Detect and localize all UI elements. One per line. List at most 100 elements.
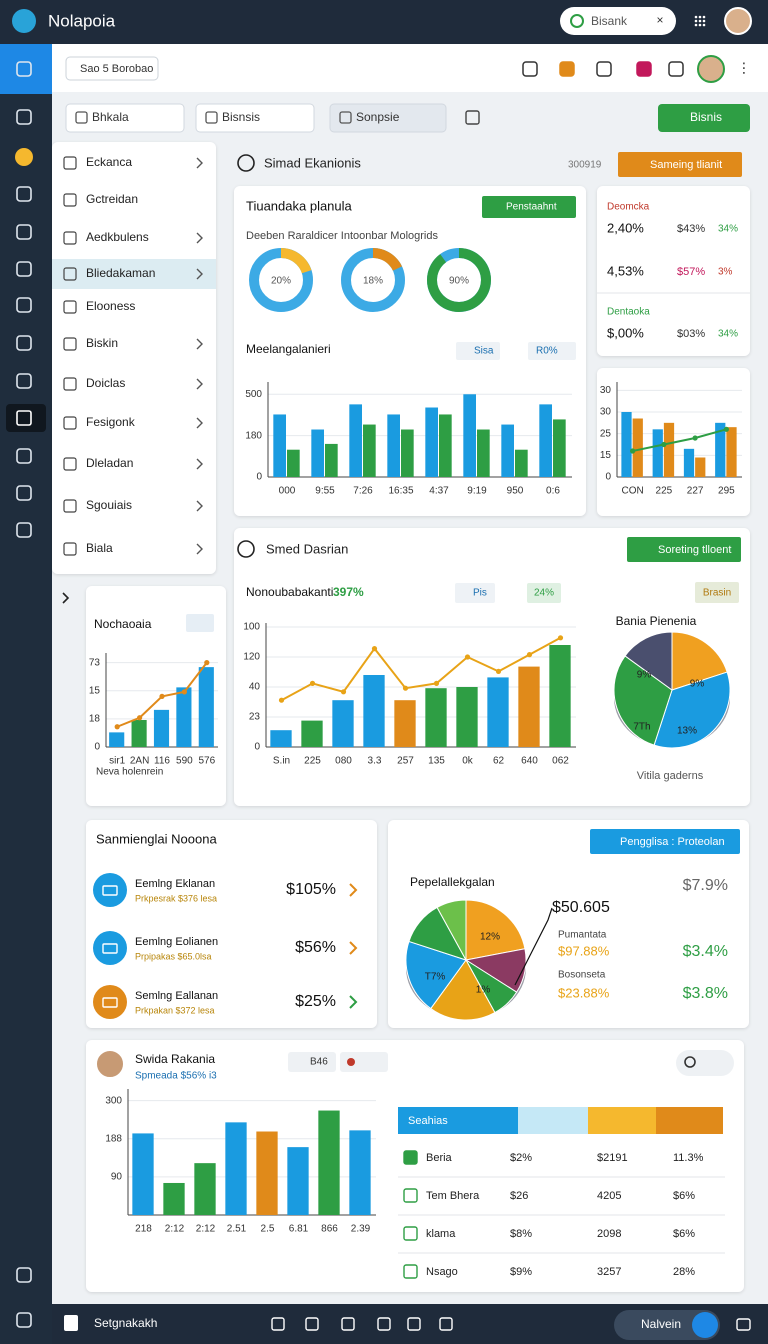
- row-checkbox[interactable]: [403, 1188, 418, 1203]
- chevron[interactable]: [349, 883, 358, 897]
- footer-icon[interactable]: [305, 1317, 319, 1331]
- menu-item[interactable]: Doiclas: [86, 376, 125, 390]
- nav-icon[interactable]: [16, 1312, 32, 1328]
- button-label[interactable]: Brasin: [703, 588, 731, 599]
- tab-label[interactable]: Sonpsie: [356, 110, 400, 124]
- nav-icon[interactable]: [16, 373, 32, 389]
- control-label[interactable]: Pis: [473, 588, 487, 599]
- filter-chip[interactable]: [288, 1052, 336, 1072]
- apps-icon-dot[interactable]: [702, 23, 706, 27]
- chart-control[interactable]: [186, 614, 214, 632]
- sidebar-active[interactable]: [0, 44, 52, 94]
- section-button[interactable]: [627, 537, 741, 562]
- tab[interactable]: [65, 103, 185, 133]
- apps-icon-dot[interactable]: [694, 23, 698, 27]
- row-checkbox[interactable]: [403, 1264, 418, 1279]
- pie-button[interactable]: [695, 582, 739, 603]
- user-avatar[interactable]: [697, 55, 725, 83]
- footer-icon[interactable]: [407, 1317, 421, 1331]
- row-checkbox[interactable]: [403, 1150, 418, 1165]
- apps-icon-dot[interactable]: [698, 19, 702, 23]
- button-label[interactable]: Pengglisa : Proteolan: [620, 836, 725, 848]
- section-button[interactable]: [618, 152, 742, 177]
- filter-label[interactable]: B46: [310, 1057, 328, 1068]
- chart-control[interactable]: [455, 583, 495, 603]
- x-tick-label: 2.5: [261, 1224, 275, 1235]
- menu-item[interactable]: Dleladan: [86, 456, 133, 470]
- nav-icon[interactable]: [16, 224, 32, 240]
- chart-title: Nochaoaia: [94, 617, 152, 631]
- chart-control[interactable]: [456, 342, 500, 360]
- footer-icon[interactable]: [736, 1318, 751, 1331]
- footer-icon[interactable]: [439, 1317, 453, 1331]
- menu-item[interactable]: Bliedakaman: [86, 266, 155, 280]
- menu-item[interactable]: Sgouiais: [86, 498, 132, 512]
- toolbar-icon[interactable]: [596, 61, 612, 77]
- primary-button[interactable]: [658, 104, 750, 132]
- nav-icon[interactable]: [16, 448, 32, 464]
- apps-icon-dot[interactable]: [698, 15, 702, 19]
- tab[interactable]: [329, 103, 447, 133]
- menu-item[interactable]: Fesigonk: [86, 415, 136, 429]
- footer-icon[interactable]: [377, 1317, 391, 1331]
- user-name[interactable]: Nalvein: [641, 1317, 681, 1331]
- apps-icon-dot[interactable]: [694, 19, 698, 23]
- menu-item[interactable]: Elooness: [86, 299, 135, 313]
- nav-icon[interactable]: [16, 261, 32, 277]
- footer-icon[interactable]: [271, 1317, 285, 1331]
- pie-label: 9%: [637, 670, 652, 681]
- menu-item[interactable]: Biala: [86, 541, 113, 555]
- card-button[interactable]: [590, 829, 740, 854]
- apps-icon-dot[interactable]: [694, 15, 698, 19]
- user-pill-button[interactable]: [692, 1312, 718, 1338]
- chart-control[interactable]: [528, 342, 576, 360]
- chevron[interactable]: [349, 995, 358, 1009]
- search-box[interactable]: [560, 7, 676, 35]
- menu-item[interactable]: Eckanca: [86, 155, 132, 169]
- search-icon[interactable]: [684, 1056, 696, 1068]
- nav-icon[interactable]: [16, 1267, 32, 1283]
- edit-icon[interactable]: [465, 110, 480, 125]
- toolbar-icon[interactable]: [522, 61, 538, 77]
- button-label[interactable]: Bisnis: [690, 110, 722, 124]
- apps-icon-dot[interactable]: [702, 19, 706, 23]
- nav-icon[interactable]: [16, 109, 32, 125]
- control-label[interactable]: R0%: [536, 346, 558, 357]
- toolbar-icon[interactable]: [636, 61, 652, 77]
- nav-icon[interactable]: [16, 410, 32, 426]
- control-label[interactable]: Sisa: [474, 346, 494, 357]
- footer-icon[interactable]: [341, 1317, 355, 1331]
- collapse-chevron[interactable]: [62, 592, 70, 604]
- apps-icon-dot[interactable]: [702, 15, 706, 19]
- apps-icon-dot[interactable]: [698, 23, 702, 27]
- chip[interactable]: [65, 56, 159, 81]
- menu-item[interactable]: Gctreidan: [86, 192, 138, 206]
- chart-control[interactable]: [527, 583, 561, 603]
- user-pill[interactable]: [614, 1310, 720, 1340]
- filter-chip[interactable]: [340, 1052, 388, 1072]
- button-label[interactable]: Soreting tlloent: [658, 544, 731, 556]
- toolbar-icon[interactable]: [668, 61, 684, 77]
- more-icon[interactable]: ⋮: [737, 60, 751, 76]
- nav-icon[interactable]: [16, 522, 32, 538]
- tab-label[interactable]: Bhkala: [92, 110, 129, 124]
- menu-item[interactable]: Aedkbulens: [86, 230, 149, 244]
- control-label[interactable]: 24%: [534, 588, 554, 599]
- tab-label[interactable]: Bisnsis: [222, 110, 260, 124]
- nav-icon[interactable]: [16, 61, 32, 77]
- tab[interactable]: [195, 103, 315, 133]
- nav-icon[interactable]: [16, 335, 32, 351]
- nav-icon[interactable]: [15, 148, 33, 166]
- nav-icon[interactable]: [16, 186, 32, 202]
- nav-icon[interactable]: [16, 485, 32, 501]
- row-checkbox[interactable]: [403, 1226, 418, 1241]
- chevron[interactable]: [349, 941, 358, 955]
- badge-label[interactable]: Penstaahnt: [506, 202, 557, 213]
- badge[interactable]: [482, 196, 576, 218]
- toolbar-icon[interactable]: [559, 61, 575, 77]
- button-label[interactable]: Sameing tlianit: [650, 159, 722, 171]
- menu-item[interactable]: Biskin: [86, 336, 118, 350]
- close-icon[interactable]: ×: [656, 13, 663, 27]
- avatar[interactable]: [724, 7, 752, 35]
- nav-icon[interactable]: [16, 297, 32, 313]
